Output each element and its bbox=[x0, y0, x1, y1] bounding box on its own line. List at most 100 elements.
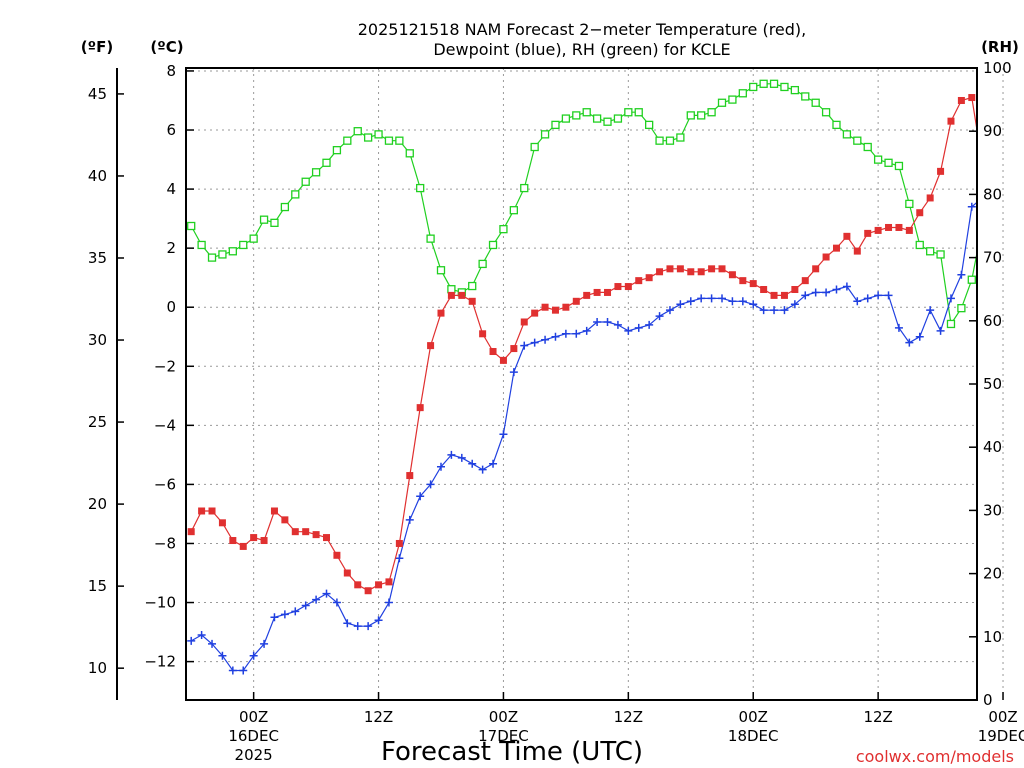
data-point-dewpoint bbox=[665, 306, 674, 315]
data-point-2-meter-temperature bbox=[614, 283, 622, 291]
data-point-2-meter-temperature bbox=[979, 159, 986, 166]
data-point-dewpoint bbox=[770, 306, 779, 315]
data-point-dewpoint bbox=[759, 306, 768, 315]
data-point-rh bbox=[291, 190, 300, 199]
data-point-2-meter-temperature bbox=[187, 528, 195, 536]
data-point-rh bbox=[280, 202, 290, 212]
data-point-2-meter-temperature bbox=[208, 507, 216, 515]
data-point-rh bbox=[530, 142, 539, 152]
data-point-2-meter-temperature bbox=[801, 277, 809, 285]
data-point-dewpoint bbox=[603, 317, 612, 326]
credit-link[interactable]: coolwx.com/models bbox=[856, 747, 1014, 766]
data-point-2-meter-temperature bbox=[198, 507, 206, 515]
data-point-2-meter-temperature bbox=[1010, 171, 1017, 178]
data-point-dewpoint bbox=[426, 480, 435, 489]
data-point-2-meter-temperature bbox=[926, 194, 934, 202]
data-point-rh bbox=[468, 281, 477, 291]
rh-tick-label: 20 bbox=[983, 565, 1002, 583]
data-point-rh bbox=[520, 183, 529, 193]
data-point-dewpoint bbox=[832, 285, 841, 294]
rh-tick-label: 70 bbox=[983, 249, 1002, 267]
data-point-rh bbox=[686, 111, 695, 120]
data-point-2-meter-temperature bbox=[239, 542, 247, 550]
data-point-dewpoint bbox=[738, 297, 747, 306]
data-point-rh bbox=[499, 225, 508, 234]
data-point-dewpoint bbox=[208, 639, 217, 648]
data-point-dewpoint bbox=[645, 320, 654, 329]
fahrenheit-tick-label: 20 bbox=[88, 495, 107, 513]
data-point-2-meter-temperature bbox=[760, 285, 768, 293]
data-point-rh bbox=[863, 142, 872, 152]
celsius-tick-label: 4 bbox=[166, 180, 176, 198]
data-point-rh bbox=[697, 111, 706, 120]
data-point-2-meter-temperature bbox=[739, 277, 747, 285]
data-point-dewpoint bbox=[634, 323, 643, 332]
x-tick-label: 12Z bbox=[614, 708, 643, 726]
data-point-2-meter-temperature bbox=[281, 516, 289, 524]
data-point-rh bbox=[207, 253, 217, 262]
data-point-dewpoint bbox=[457, 453, 466, 462]
x-tick-date-label: 18DEC bbox=[728, 727, 779, 745]
data-point-dewpoint bbox=[1009, 185, 1017, 193]
data-point-dewpoint bbox=[478, 465, 487, 474]
data-point-dewpoint bbox=[364, 622, 373, 631]
data-point-2-meter-temperature bbox=[957, 96, 965, 104]
data-point-2-meter-temperature bbox=[583, 291, 591, 299]
data-point-dewpoint bbox=[801, 291, 810, 300]
data-point-rh bbox=[749, 82, 758, 92]
data-point-dewpoint bbox=[655, 312, 664, 321]
data-point-rh bbox=[478, 259, 487, 269]
data-point-rh bbox=[603, 117, 612, 126]
data-point-rh bbox=[426, 234, 435, 243]
data-point-2-meter-temperature bbox=[687, 268, 695, 276]
data-point-dewpoint bbox=[541, 335, 550, 344]
data-point-rh bbox=[228, 247, 237, 256]
data-point-dewpoint bbox=[811, 288, 820, 297]
data-point-2-meter-temperature bbox=[385, 578, 393, 586]
data-point-rh bbox=[655, 136, 664, 145]
data-point-2-meter-temperature bbox=[1020, 174, 1024, 181]
series-layer bbox=[187, 79, 1024, 675]
data-point-rh bbox=[926, 247, 935, 256]
data-point-rh bbox=[936, 250, 945, 259]
data-point-rh bbox=[311, 168, 321, 177]
rh-tick-label: 40 bbox=[983, 438, 1002, 456]
data-point-dewpoint bbox=[728, 297, 737, 306]
data-point-rh bbox=[395, 136, 404, 145]
data-point-2-meter-temperature bbox=[676, 265, 684, 273]
data-point-2-meter-temperature bbox=[562, 303, 570, 311]
data-point-dewpoint bbox=[374, 616, 383, 625]
data-point-rh bbox=[436, 266, 446, 275]
rh-tick-label: 100 bbox=[983, 59, 1012, 77]
x-tick-year-label: 2025 bbox=[235, 746, 273, 764]
data-point-rh bbox=[853, 136, 862, 145]
data-point-dewpoint bbox=[416, 492, 425, 501]
celsius-tick-label: −6 bbox=[154, 475, 176, 493]
data-point-2-meter-temperature bbox=[718, 265, 726, 273]
data-point-2-meter-temperature bbox=[551, 306, 559, 314]
data-point-2-meter-temperature bbox=[812, 265, 820, 273]
x-tick-date-label: 16DEC bbox=[228, 727, 279, 745]
x-tick-label: 00Z bbox=[988, 708, 1017, 726]
data-point-rh bbox=[416, 183, 425, 193]
data-point-rh bbox=[780, 82, 789, 92]
data-point-rh bbox=[665, 136, 675, 145]
data-point-dewpoint bbox=[582, 326, 591, 335]
celsius-tick-label: 0 bbox=[166, 298, 176, 316]
data-point-dewpoint bbox=[957, 270, 966, 279]
data-point-rh bbox=[301, 177, 310, 186]
data-point-2-meter-temperature bbox=[604, 288, 612, 296]
data-point-dewpoint bbox=[926, 306, 935, 315]
data-point-rh bbox=[915, 240, 924, 250]
fahrenheit-unit-label: (ºF) bbox=[81, 38, 113, 56]
data-point-dewpoint bbox=[520, 341, 529, 350]
data-point-2-meter-temperature bbox=[624, 283, 632, 291]
data-point-2-meter-temperature bbox=[864, 229, 872, 237]
data-point-rh bbox=[488, 240, 498, 250]
data-point-rh bbox=[249, 234, 258, 243]
x-tick-label: 00Z bbox=[739, 708, 768, 726]
data-point-2-meter-temperature bbox=[905, 226, 913, 234]
data-point-rh bbox=[363, 133, 373, 142]
data-point-dewpoint bbox=[468, 459, 477, 468]
data-point-rh bbox=[832, 120, 841, 130]
